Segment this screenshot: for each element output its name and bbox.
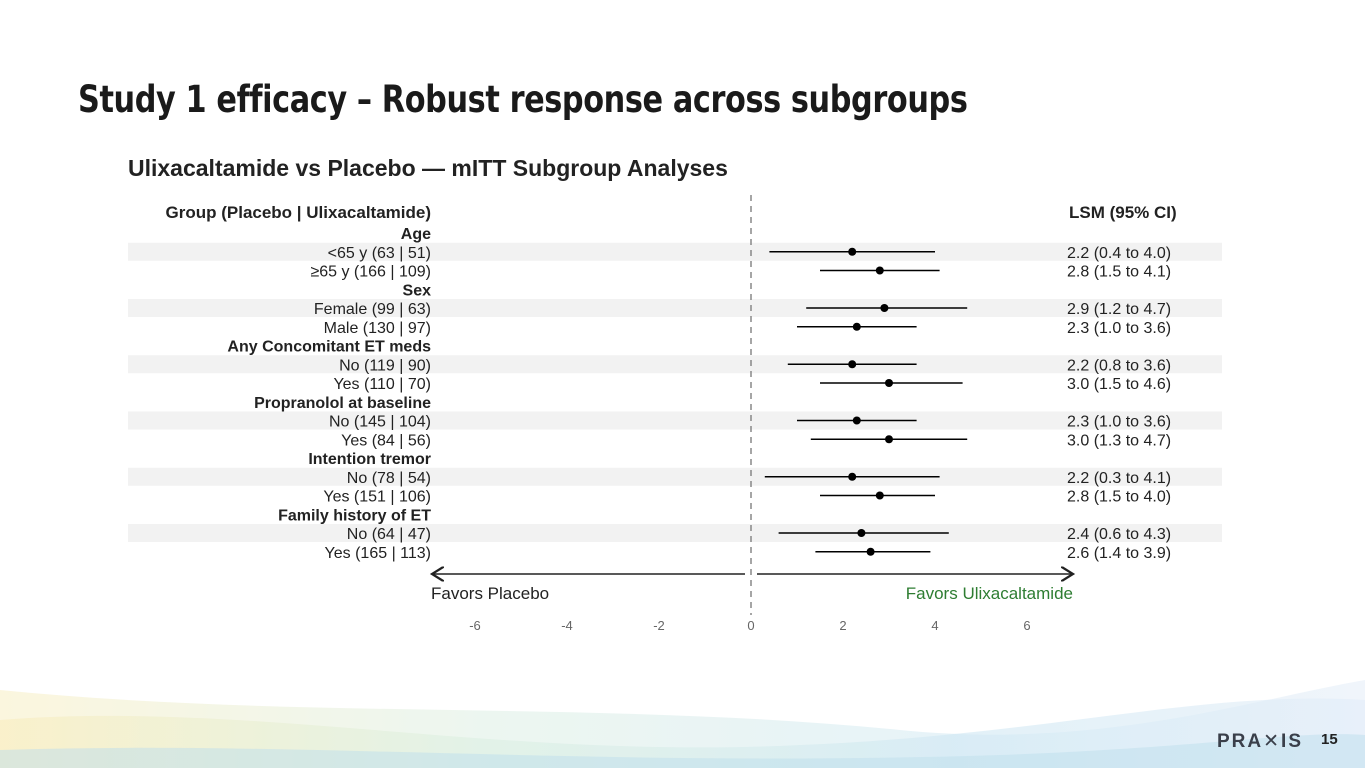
row-stripe [128, 524, 1222, 542]
ci-text: 2.2 (0.4 to 4.0) [1067, 245, 1171, 262]
row-stripe [128, 467, 1222, 486]
ci-text: 2.8 (1.5 to 4.0) [1067, 489, 1171, 506]
row-label: Male (130 | 97) [324, 320, 431, 337]
point-estimate [848, 360, 857, 369]
point-estimate [857, 529, 866, 537]
point-estimate [880, 304, 889, 312]
row-label: ≥65 y (166 | 109) [310, 264, 431, 281]
left-header: Group (Placebo | Ulixacaltamide) [166, 203, 432, 222]
point-estimate [875, 266, 884, 275]
point-estimate [852, 322, 861, 331]
right-header: LSM (95% CI) [1069, 203, 1177, 222]
x-tick-label: 2 [839, 618, 846, 633]
row-stripe [128, 242, 1222, 261]
row-label: Yes (151 | 106) [323, 489, 431, 506]
ci-text: 2.2 (0.8 to 3.6) [1067, 357, 1171, 374]
row-label: Yes (110 | 70) [333, 376, 431, 393]
ci-text: 2.9 (1.2 to 4.7) [1067, 301, 1171, 318]
group-header: Any Concomitant ET meds [227, 339, 431, 356]
point-estimate [866, 547, 875, 556]
praxis-logo: PRA✕IS [1217, 731, 1303, 752]
group-header: Family history of ET [278, 507, 431, 524]
point-estimate [848, 472, 857, 481]
ci-text: 2.6 (1.4 to 3.9) [1067, 545, 1171, 562]
ci-text: 3.0 (1.5 to 4.6) [1067, 376, 1171, 393]
ci-text: 2.3 (1.0 to 3.6) [1067, 414, 1171, 431]
point-estimate [885, 435, 893, 444]
x-tick-label: 4 [931, 618, 938, 633]
row-label: No (78 | 54) [347, 470, 431, 487]
ci-text: 2.8 (1.5 to 4.1) [1067, 264, 1171, 281]
row-label: Yes (165 | 113) [325, 545, 431, 562]
group-header: Propranolol at baseline [254, 395, 431, 412]
favors-right-label: Favors Ulixacaltamide [906, 584, 1073, 603]
group-header: Sex [403, 282, 432, 299]
x-tick-label: -6 [469, 618, 481, 633]
chart-title: Ulixacaltamide vs Placebo — mITT Subgrou… [128, 155, 728, 181]
x-tick-label: -2 [653, 618, 665, 633]
point-estimate [875, 491, 884, 500]
page-number: 15 [1321, 731, 1338, 748]
row-label: Yes (84 | 56) [341, 432, 431, 449]
row-label: No (64 | 47) [347, 526, 431, 543]
row-stripe [128, 299, 1222, 317]
row-label: Female (99 | 63) [314, 301, 431, 318]
ci-text: 2.4 (0.6 to 4.3) [1067, 526, 1171, 543]
background-waves [0, 680, 1365, 768]
ci-text: 2.2 (0.3 to 4.1) [1067, 470, 1171, 487]
point-estimate [885, 379, 893, 387]
x-tick-label: 6 [1023, 618, 1030, 633]
point-estimate [848, 247, 857, 256]
favors-left-label: Favors Placebo [431, 584, 549, 603]
point-estimate [852, 416, 861, 425]
group-header: Age [401, 226, 431, 243]
group-header: Intention tremor [308, 451, 431, 468]
slide-title: Study 1 efficacy – Robust response acros… [78, 78, 968, 121]
row-label: <65 y (63 | 51) [328, 245, 431, 262]
x-tick-label: -4 [561, 618, 573, 633]
ci-text: 3.0 (1.3 to 4.7) [1067, 432, 1171, 449]
row-label: No (145 | 104) [329, 414, 431, 431]
x-tick-label: 0 [747, 618, 754, 633]
ci-text: 2.3 (1.0 to 3.6) [1067, 320, 1171, 337]
row-stripe [128, 355, 1222, 374]
row-label: No (119 | 90) [339, 357, 431, 374]
row-stripe [128, 411, 1222, 430]
